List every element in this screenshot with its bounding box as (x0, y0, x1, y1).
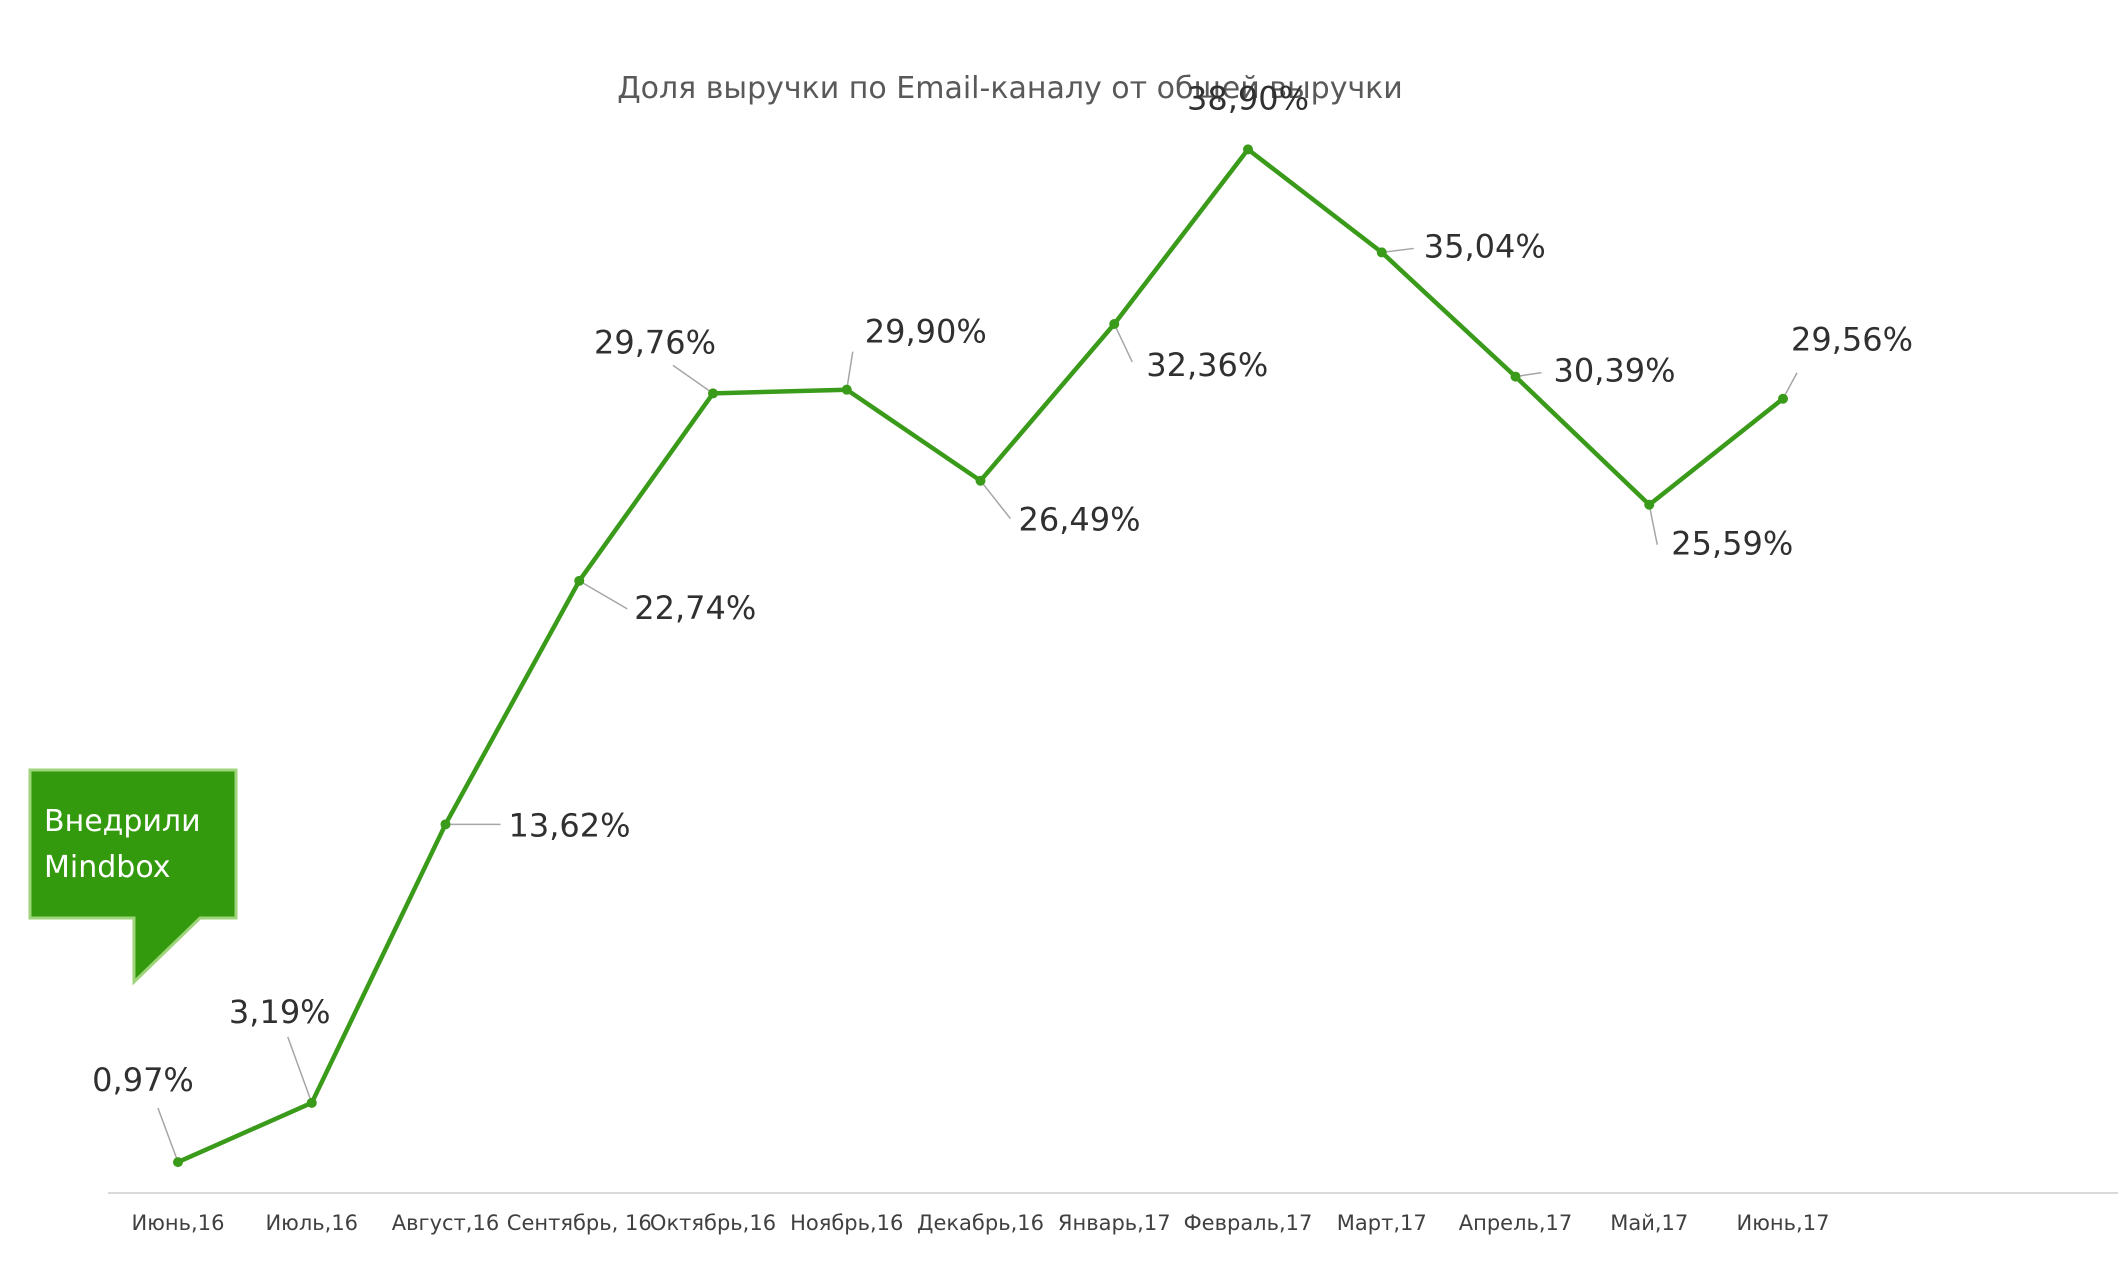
leader-line (578, 580, 628, 610)
chart-title: Доля выручки по Email-каналу от общей вы… (617, 71, 1403, 106)
data-label: 30,39% (1554, 352, 1676, 390)
x-tick-label: Ноябрь,16 (790, 1211, 903, 1235)
leader-line (979, 480, 1012, 520)
x-tick-label: Сентябрь, 16 (507, 1211, 652, 1235)
x-tick-label: Август,16 (392, 1211, 499, 1235)
annotation-callout: Внедрили Mindbox (28, 768, 238, 986)
data-labels: 0,97% 3,19% 13,62% 22,74% 29,76% 29,90% 26,49%… (92, 79, 1913, 1099)
data-label: 3,19% (229, 993, 331, 1031)
x-tick-label: Март,17 (1337, 1211, 1427, 1235)
x-tick-labels: Июнь,16 Июль,16 Август,16 Сентябрь, 16Октяб… (132, 1211, 1830, 1235)
x-tick-label: Октябрь,16 (650, 1211, 776, 1235)
x-tick-label: Апрель,17 (1459, 1211, 1573, 1235)
x-tick-label: Июнь,17 (1737, 1211, 1830, 1235)
data-label: 0,97% (92, 1061, 194, 1099)
x-tick-label: Февраль,17 (1184, 1211, 1313, 1235)
data-label: 29,90% (865, 313, 987, 351)
data-point (708, 388, 718, 399)
data-point (306, 1097, 317, 1108)
data-point (841, 384, 852, 395)
x-tick-label: Декабрь,16 (917, 1211, 1044, 1235)
data-point (1243, 144, 1253, 155)
x-tick-label: Июнь,16 (132, 1211, 225, 1235)
data-point (1778, 393, 1788, 404)
x-tick-label: Май,17 (1610, 1211, 1688, 1235)
data-point (440, 819, 451, 830)
data-label: 13,62% (509, 806, 631, 844)
leader-line (287, 1036, 313, 1104)
leader-line (672, 364, 714, 395)
data-label: 26,49% (1019, 501, 1141, 539)
callout-text-line-2: Mindbox (44, 850, 171, 885)
x-tick-label: Июль,16 (265, 1211, 358, 1235)
data-label: 38,90% (1187, 79, 1309, 117)
data-point (1644, 499, 1655, 510)
leader-line (1381, 247, 1414, 254)
x-tick-label: Январь,17 (1058, 1211, 1171, 1235)
data-label: 35,04% (1424, 227, 1546, 265)
data-point (1109, 318, 1120, 329)
leader-lines (157, 247, 1798, 1163)
data-points (173, 144, 1788, 1168)
data-point (1510, 371, 1521, 382)
data-label: 29,56% (1791, 321, 1913, 359)
series-line (175, 147, 1786, 1165)
leader-line (1648, 504, 1658, 545)
data-point (1376, 247, 1387, 258)
leader-line (157, 1107, 179, 1163)
data-label: 22,74% (634, 589, 756, 627)
callout-text-line-1: Внедрили (44, 804, 201, 839)
data-label: 25,59% (1671, 525, 1793, 563)
callout-shape (28, 768, 238, 986)
leader-line (1113, 323, 1133, 363)
data-point (173, 1157, 183, 1168)
data-label: 29,76% (594, 323, 716, 361)
leader-line (846, 351, 854, 390)
data-label: 32,36% (1146, 346, 1268, 384)
data-point (975, 475, 986, 486)
data-point (574, 575, 585, 586)
